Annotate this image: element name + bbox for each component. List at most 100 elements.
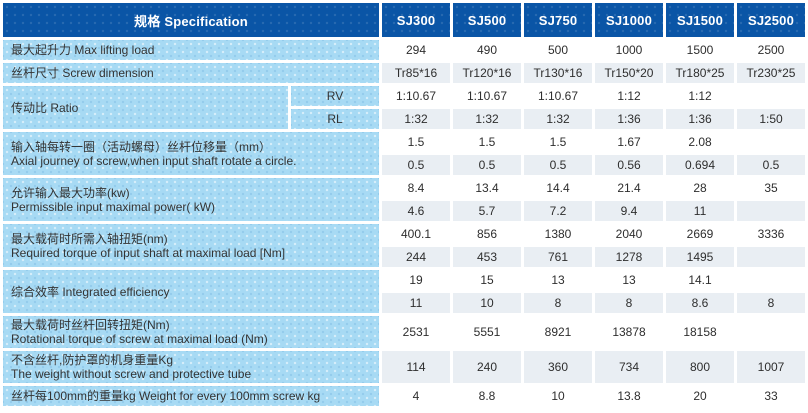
row-label-body-weight: 不含丝杆,防护罩的机身重量Kg The weight without screw … — [3, 351, 379, 383]
column-header-sj1500: SJ1500 — [666, 3, 735, 37]
column-header-sj300: SJ300 — [382, 3, 451, 37]
row-label-rotational-torque: 最大载荷时丝杆回转扭矩(Nm) Rotational torque of scre… — [3, 316, 379, 348]
value-cell: 33 — [737, 386, 806, 406]
value-cell: 8 — [737, 293, 806, 313]
value-cell: 8.8 — [453, 386, 522, 406]
value-cell: 14.1 — [666, 270, 735, 290]
value-cell: 2669 — [666, 224, 735, 244]
value-cell — [737, 132, 806, 152]
table-row: 传动比 Ratio RV 1:10.67 1:10.67 1:10.67 1:12 1:12 — [3, 86, 806, 127]
value-cell: 1007 — [737, 351, 806, 383]
value-cell: 13878 — [595, 316, 664, 348]
value-cell — [737, 270, 806, 290]
value-cell: 20 — [666, 386, 735, 406]
value-cell: 8.6 — [666, 293, 735, 313]
value-cell: 1.5 — [382, 132, 451, 152]
row-label-line: Rotational torque of screw at maximal lo… — [11, 332, 268, 346]
value-cell: 1.67 — [595, 132, 664, 152]
value-cell: 0.5 — [382, 155, 451, 175]
value-cell: 10 — [524, 386, 593, 406]
value-cell: 7.2 — [524, 201, 593, 221]
value-cell: 4.6 — [382, 201, 451, 221]
value-cell: 2531 — [382, 316, 451, 348]
value-cell: 1:36 — [666, 109, 735, 129]
row-label-line: Axial journey of screw,when input shaft … — [11, 153, 297, 168]
table-row: 不含丝杆,防护罩的机身重量Kg The weight without screw … — [3, 351, 806, 383]
value-cell: 13 — [595, 270, 664, 290]
table-row: 最大载荷时丝杆回转扭矩(Nm) Rotational torque of scre… — [3, 316, 806, 348]
row-label-line: The weight without screw and protective … — [11, 367, 252, 381]
row-label-line: 最大载荷时所需入轴扭矩(nm) — [11, 231, 168, 246]
value-cell: 13.4 — [453, 178, 522, 198]
value-cell: 1:50 — [737, 109, 806, 129]
value-cell: Tr85*16 — [382, 63, 451, 83]
value-cell: 4 — [382, 386, 451, 406]
column-header-sj1000: SJ1000 — [595, 3, 664, 37]
row-label-line: 允许输入最大功率(kw) — [11, 185, 130, 200]
value-cell: 18158 — [666, 316, 735, 348]
value-cell: 14.4 — [524, 178, 593, 198]
value-cell: 734 — [595, 351, 664, 383]
value-cell — [737, 247, 806, 267]
ratio-sub-label-rl: RL — [291, 109, 379, 129]
value-cell — [737, 201, 806, 221]
value-cell: 0.5 — [453, 155, 522, 175]
table-row: RL 1:32 1:32 1:32 1:36 1:36 1:50 — [3, 109, 806, 129]
value-cell: Tr130*16 — [524, 63, 593, 83]
value-cell: 294 — [382, 40, 451, 60]
value-cell: Tr230*25 — [737, 63, 806, 83]
value-cell: 1000 — [595, 40, 664, 60]
row-label-line: Permissible input maximal power( kW) — [11, 199, 216, 214]
row-label-ratio: 传动比 Ratio — [3, 86, 288, 129]
value-cell: 800 — [666, 351, 735, 383]
value-cell: 1:32 — [382, 109, 451, 129]
value-cell: 1:10.67 — [382, 86, 451, 106]
value-cell: 2040 — [595, 224, 664, 244]
column-header-sj750: SJ750 — [524, 3, 593, 37]
value-cell: 1380 — [524, 224, 593, 244]
table-body: 最大起升力 Max lifting load 294 490 500 1000 1500 2… — [3, 40, 806, 406]
table-row: 输入轴每转一圈（活动螺母）丝杆位移量（mm） Axial journey of s… — [3, 132, 806, 173]
value-cell — [737, 86, 806, 106]
value-cell: 490 — [453, 40, 522, 60]
row-label-line: Required torque of input shaft at maxima… — [11, 245, 286, 260]
value-cell: 0.694 — [666, 155, 735, 175]
row-label-required-input-torque: 最大载荷时所需入轴扭矩(nm) Required torque of input … — [3, 224, 379, 267]
value-cell: 1500 — [666, 40, 735, 60]
column-header-sj500: SJ500 — [453, 3, 522, 37]
value-cell — [737, 316, 806, 348]
value-cell: 15 — [453, 270, 522, 290]
value-cell: 1:10.67 — [524, 86, 593, 106]
column-header-sj2500: SJ2500 — [737, 3, 806, 37]
value-cell: 400.1 — [382, 224, 451, 244]
row-label-line: 输入轴每转一圈（活动螺母）丝杆位移量（mm） — [11, 139, 271, 154]
value-cell: 1:12 — [666, 86, 735, 106]
row-label-line: 最大载荷时丝杆回转扭矩(Nm) — [11, 318, 170, 332]
value-cell: 21.4 — [595, 178, 664, 198]
value-cell: 28 — [666, 178, 735, 198]
value-cell: 2.08 — [666, 132, 735, 152]
value-cell: Tr180*25 — [666, 63, 735, 83]
spec-header-cell: 规格 Specification — [3, 3, 380, 37]
value-cell: 1.5 — [524, 132, 593, 152]
value-cell: 1278 — [595, 247, 664, 267]
value-cell: 244 — [382, 247, 451, 267]
value-cell: 360 — [524, 351, 593, 383]
table-row: 综合效率 Integrated efficiency 19 15 13 13 14.1 — [3, 270, 806, 311]
table-row: 允许输入最大功率(kw) Permissible input maximal po… — [3, 178, 806, 219]
value-cell: 1495 — [666, 247, 735, 267]
value-cell: 1:10.67 — [453, 86, 522, 106]
value-cell: 453 — [453, 247, 522, 267]
value-cell: 9.4 — [595, 201, 664, 221]
value-cell: 5.7 — [453, 201, 522, 221]
value-cell: 8921 — [524, 316, 593, 348]
row-label-max-input-power: 允许输入最大功率(kw) Permissible input maximal po… — [3, 178, 379, 221]
value-cell: 11 — [382, 293, 451, 313]
row-label-max-lifting-load: 最大起升力 Max lifting load — [3, 40, 379, 60]
table-row: 丝杆尺寸 Screw dimension Tr85*16 Tr120*16 Tr130… — [3, 63, 806, 83]
table-row: 244 453 761 1278 1495 — [3, 247, 806, 267]
row-label-screw-dimension: 丝杆尺寸 Screw dimension — [3, 63, 379, 83]
table-row: 11 10 8 8 8.6 8 — [3, 293, 806, 313]
value-cell: 13 — [524, 270, 593, 290]
